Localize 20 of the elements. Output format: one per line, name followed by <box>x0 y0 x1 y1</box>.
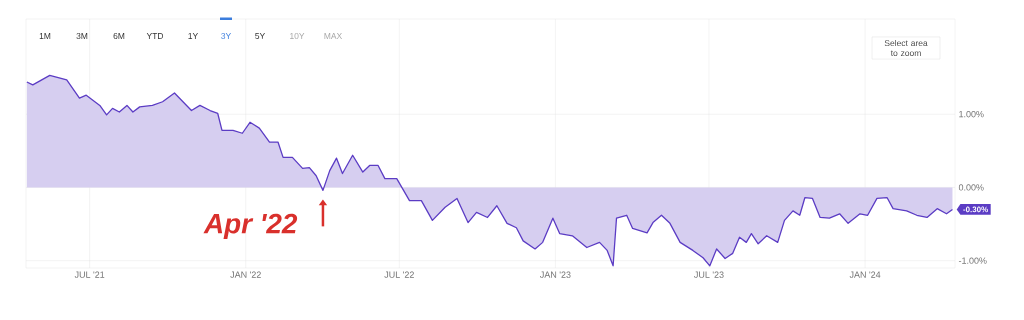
x-tick-label: JAN '22 <box>230 271 261 278</box>
x-tick-label: JAN '24 <box>849 271 881 278</box>
x-tick-label: JAN '23 <box>540 271 571 278</box>
x-tick-label: JUL '23 <box>694 271 724 278</box>
annotation: 5Y <box>255 33 265 39</box>
annotation: MAX <box>324 33 342 39</box>
annotation: Select area to zoom <box>884 39 928 57</box>
y-tick-label: 0.00% <box>958 184 984 191</box>
annotation: 1M <box>39 33 51 39</box>
annotation: Apr '22 <box>203 213 298 239</box>
annotation: 3Y <box>221 33 231 39</box>
x-tick-label: JUL '22 <box>384 271 414 278</box>
annotation: 1Y <box>188 33 198 39</box>
y-tick-label: 1.00% <box>959 111 984 118</box>
x-tick-label: JUL '21 <box>74 271 105 278</box>
annotation: 3M <box>76 33 88 39</box>
annotation: YTD <box>146 33 164 39</box>
annotation: 10Y <box>290 33 305 39</box>
y-tick-label: -1.00% <box>958 257 987 264</box>
annotation: 6M <box>113 33 125 39</box>
